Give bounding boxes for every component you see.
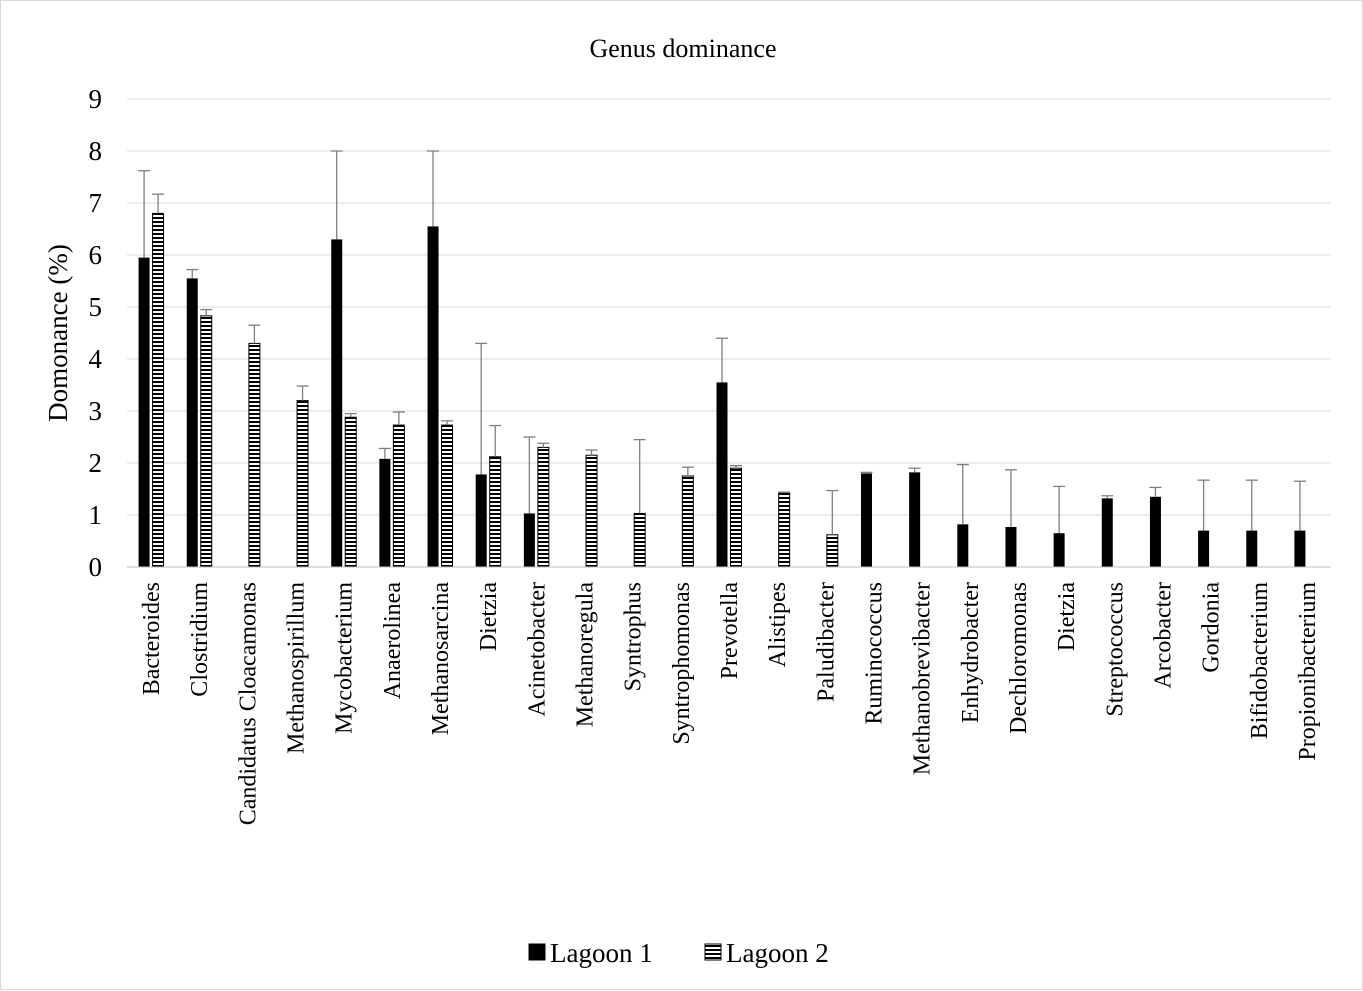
x-category-label: Arcobacter (1150, 582, 1176, 689)
bar-lagoon2 (681, 475, 694, 568)
bars (138, 212, 1320, 568)
chart-title: Genus dominance (589, 34, 776, 63)
bar-lagoon1 (186, 278, 198, 567)
y-tick-label: 2 (89, 448, 103, 478)
bar-lagoon2 (344, 416, 357, 568)
y-tick-label: 4 (89, 344, 103, 374)
x-category-label: Methanosarcina (428, 582, 454, 736)
x-category-label: Paludibacter (813, 582, 839, 702)
y-tick-label: 6 (89, 240, 103, 270)
legend-swatch-lagoon2 (704, 943, 722, 961)
error-bars (138, 150, 1306, 535)
x-category-label: Methanospirillum (284, 582, 310, 754)
legend-label-lagoon1: Lagoon 1 (550, 938, 653, 968)
bar-lagoon1 (427, 226, 439, 567)
x-category-label: Gordonia (1199, 582, 1225, 673)
y-tick-label: 8 (89, 136, 103, 166)
x-category-label: Ruminococcus (861, 582, 887, 725)
bar-lagoon2 (296, 400, 309, 568)
x-category-label: Mycobacterium (332, 582, 358, 734)
bar-lagoon2 (152, 212, 165, 568)
x-category-label: Methanobrevibacter (910, 582, 936, 775)
x-category-label: Acinetobacter (524, 582, 550, 717)
x-category-label: Streptococcus (1102, 582, 1128, 717)
bar-lagoon2 (826, 534, 839, 568)
x-category-label: Syntrophomonas (669, 582, 695, 745)
y-tick-label: 7 (89, 188, 103, 218)
bar-lagoon1 (1198, 530, 1210, 567)
bar-lagoon2 (537, 446, 550, 568)
bar-lagoon1 (716, 382, 728, 567)
bar-lagoon2 (248, 342, 261, 568)
x-category-label: Anaerolinea (380, 582, 406, 700)
bar-lagoon1 (1053, 533, 1065, 567)
x-category-label: Candidatus Cloacamonas (235, 582, 261, 825)
y-tick-label: 0 (89, 552, 103, 582)
bar-lagoon1 (1101, 498, 1113, 567)
x-category-label: Enhydrobacter (958, 582, 984, 723)
x-category-label: Bacteroides (139, 582, 165, 695)
bar-lagoon1 (523, 513, 535, 567)
bar-lagoon1 (1149, 496, 1161, 567)
y-tick-label: 1 (89, 500, 103, 530)
bar-lagoon1 (860, 473, 872, 567)
bar-lagoon1 (909, 472, 921, 567)
gridlines (127, 98, 1331, 516)
x-category-label: Clostridium (187, 582, 213, 697)
bar-lagoon1 (957, 524, 969, 567)
bar-lagoon2 (778, 492, 791, 568)
x-category-label: Dietzia (1054, 582, 1080, 652)
bar-lagoon1 (1246, 530, 1258, 567)
x-category-label: Prevotella (717, 582, 743, 680)
bar-lagoon2 (489, 456, 502, 568)
x-category-label: Alistipes (765, 582, 791, 667)
y-tick-label: 5 (89, 292, 103, 322)
y-tick-label: 3 (89, 396, 103, 426)
x-category-label: Dechloromonas (1006, 582, 1032, 734)
x-category-label: Methanoregula (573, 582, 599, 728)
bar-lagoon2 (633, 512, 646, 568)
bar-lagoon2 (585, 454, 598, 568)
x-category-label: Bifidobacterium (1247, 582, 1273, 740)
bar-lagoon1 (379, 458, 391, 567)
bar-lagoon2 (200, 315, 213, 568)
bar-lagoon1 (475, 474, 487, 567)
x-category-label: Syntrophus (621, 582, 647, 691)
bar-lagoon2 (441, 424, 454, 568)
y-axis-ticks: 0 1 2 3 4 5 6 7 8 9 (89, 84, 103, 582)
bar-lagoon2 (392, 424, 405, 568)
y-tick-label: 9 (89, 84, 103, 114)
legend-swatch-lagoon1 (528, 943, 546, 961)
bar-lagoon1 (1294, 530, 1306, 567)
legend-label-lagoon2: Lagoon 2 (726, 938, 829, 968)
x-axis-category-labels: Bacteroides Clostridium Candidatus Cloacam… (139, 582, 1321, 826)
bar-lagoon1 (138, 257, 150, 567)
bar-lagoon1 (331, 239, 343, 567)
legend: Lagoon 1 Lagoon 2 (528, 938, 829, 968)
y-axis-label: Domonance (%) (43, 244, 73, 422)
x-category-label: Dietzia (476, 582, 502, 652)
bar-lagoon1 (1005, 526, 1017, 567)
x-category-label: Propionibacterium (1295, 582, 1321, 761)
bar-lagoon2 (730, 467, 742, 568)
